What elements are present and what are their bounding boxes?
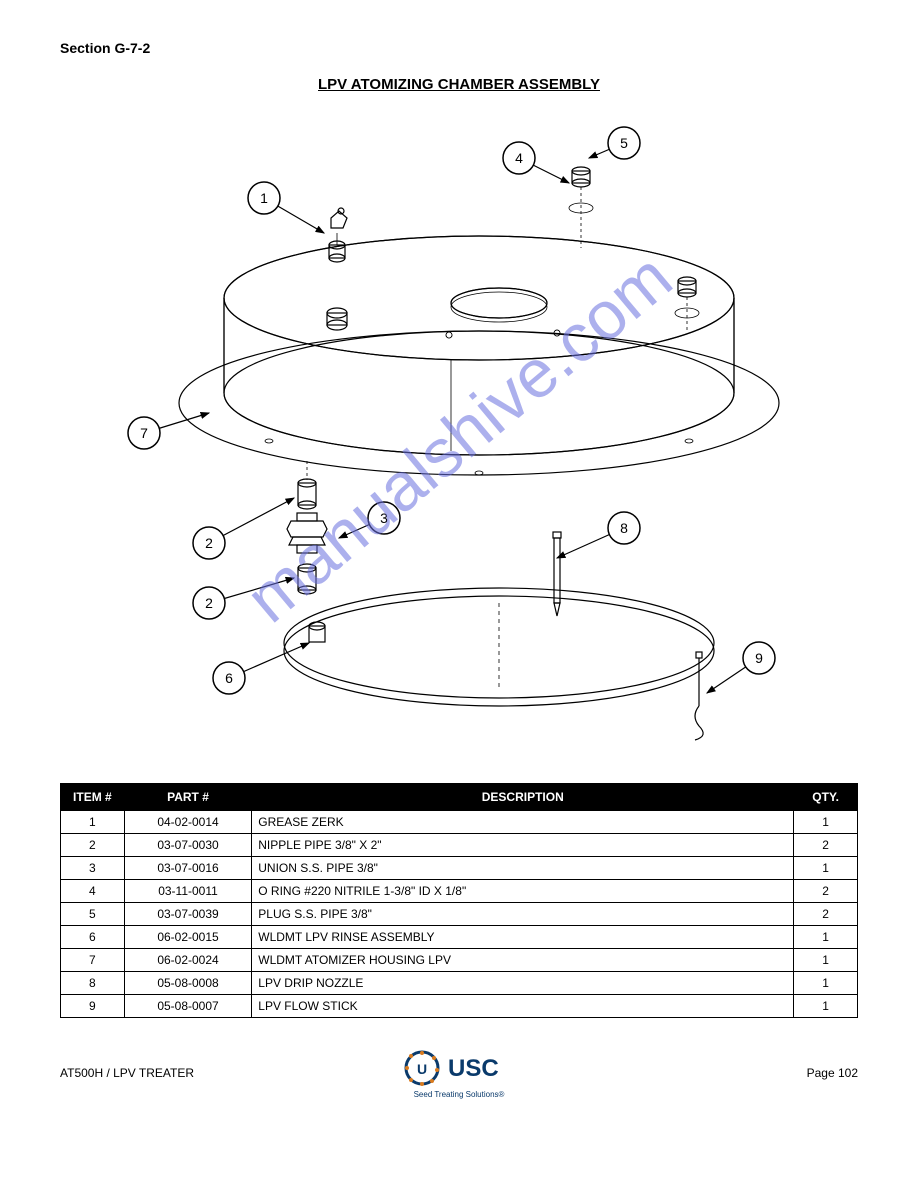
table-row: 805-08-0008LPV DRIP NOZZLE1 bbox=[61, 972, 858, 995]
table-cell: 03-07-0016 bbox=[124, 857, 252, 880]
table-cell: 2 bbox=[61, 834, 125, 857]
table-cell: 05-08-0007 bbox=[124, 995, 252, 1018]
svg-text:2: 2 bbox=[205, 595, 213, 611]
table-row: 203-07-0030NIPPLE PIPE 3/8" X 2"2 bbox=[61, 834, 858, 857]
table-cell: 3 bbox=[61, 857, 125, 880]
page-number: Page 102 bbox=[807, 1066, 858, 1080]
table-cell: WLDMT ATOMIZER HOUSING LPV bbox=[252, 949, 794, 972]
svg-text:2: 2 bbox=[205, 535, 213, 551]
diagram-svg: 4 5 1 7 2 3 2 6 8 9 bbox=[79, 103, 839, 773]
table-row: 503-07-0039PLUG S.S. PIPE 3/8"2 bbox=[61, 903, 858, 926]
table-cell: 2 bbox=[794, 903, 858, 926]
usc-logo: U USC Seed Treating Solutions® bbox=[404, 1048, 514, 1099]
table-cell: 06-02-0015 bbox=[124, 926, 252, 949]
footer-left-text: AT500H / LPV TREATER bbox=[60, 1066, 194, 1080]
svg-text:7: 7 bbox=[140, 425, 148, 441]
parts-table: ITEM # PART # DESCRIPTION QTY. 104-02-00… bbox=[60, 783, 858, 1018]
table-cell: 06-02-0024 bbox=[124, 949, 252, 972]
table-cell: 5 bbox=[61, 903, 125, 926]
page-footer: AT500H / LPV TREATER U USC Seed Treating… bbox=[60, 1048, 858, 1102]
rinse-ring bbox=[284, 588, 714, 706]
assembly-title: LPV ATOMIZING CHAMBER ASSEMBLY bbox=[60, 76, 858, 93]
table-cell: 1 bbox=[794, 995, 858, 1018]
svg-text:USC: USC bbox=[448, 1055, 499, 1082]
table-cell: 04-02-0014 bbox=[124, 811, 252, 834]
exploded-diagram: manualshive.com bbox=[79, 103, 839, 773]
table-cell: O RING #220 NITRILE 1-3/8" ID X 1/8" bbox=[252, 880, 794, 903]
table-cell: GREASE ZERK bbox=[252, 811, 794, 834]
section-label: Section G-7-2 bbox=[60, 40, 858, 56]
callouts-group: 4 5 1 7 2 3 2 6 8 9 bbox=[128, 127, 775, 694]
page-header: Section G-7-2 bbox=[60, 40, 858, 56]
table-cell: 8 bbox=[61, 972, 125, 995]
table-cell: 03-07-0030 bbox=[124, 834, 252, 857]
nipple-union-stack bbox=[287, 479, 327, 594]
svg-text:8: 8 bbox=[620, 520, 628, 536]
logo-tagline: Seed Treating Solutions® bbox=[404, 1090, 514, 1099]
svg-text:U: U bbox=[417, 1061, 427, 1077]
svg-text:3: 3 bbox=[380, 510, 388, 526]
table-row: 606-02-0015WLDMT LPV RINSE ASSEMBLY1 bbox=[61, 926, 858, 949]
svg-text:4: 4 bbox=[515, 150, 523, 166]
col-desc-header: DESCRIPTION bbox=[252, 784, 794, 811]
table-cell: 1 bbox=[61, 811, 125, 834]
table-cell: 1 bbox=[794, 857, 858, 880]
svg-text:9: 9 bbox=[755, 650, 763, 666]
drip-nozzle bbox=[553, 532, 561, 616]
table-cell: 1 bbox=[794, 926, 858, 949]
table-cell: 6 bbox=[61, 926, 125, 949]
table-cell: 2 bbox=[794, 834, 858, 857]
table-cell: UNION S.S. PIPE 3/8" bbox=[252, 857, 794, 880]
table-cell: 03-07-0039 bbox=[124, 903, 252, 926]
parts-table-header-row: ITEM # PART # DESCRIPTION QTY. bbox=[61, 784, 858, 811]
table-cell: 1 bbox=[794, 949, 858, 972]
usc-logo-svg: U USC bbox=[404, 1048, 514, 1088]
table-cell: PLUG S.S. PIPE 3/8" bbox=[252, 903, 794, 926]
table-row: 905-08-0007LPV FLOW STICK1 bbox=[61, 995, 858, 1018]
table-cell: WLDMT LPV RINSE ASSEMBLY bbox=[252, 926, 794, 949]
col-item-header: ITEM # bbox=[61, 784, 125, 811]
table-cell: 03-11-0011 bbox=[124, 880, 252, 903]
table-row: 706-02-0024WLDMT ATOMIZER HOUSING LPV1 bbox=[61, 949, 858, 972]
table-cell: NIPPLE PIPE 3/8" X 2" bbox=[252, 834, 794, 857]
table-cell: 05-08-0008 bbox=[124, 972, 252, 995]
table-cell: 7 bbox=[61, 949, 125, 972]
table-row: 403-11-0011O RING #220 NITRILE 1-3/8" ID… bbox=[61, 880, 858, 903]
table-cell: LPV FLOW STICK bbox=[252, 995, 794, 1018]
table-cell: 9 bbox=[61, 995, 125, 1018]
table-cell: 1 bbox=[794, 972, 858, 995]
svg-text:1: 1 bbox=[260, 190, 268, 206]
table-row: 303-07-0016UNION S.S. PIPE 3/8"1 bbox=[61, 857, 858, 880]
table-row: 104-02-0014GREASE ZERK1 bbox=[61, 811, 858, 834]
col-part-header: PART # bbox=[124, 784, 252, 811]
table-cell: 1 bbox=[794, 811, 858, 834]
table-cell: 2 bbox=[794, 880, 858, 903]
table-cell: LPV DRIP NOZZLE bbox=[252, 972, 794, 995]
svg-text:5: 5 bbox=[620, 135, 628, 151]
table-cell: 4 bbox=[61, 880, 125, 903]
col-qty-header: QTY. bbox=[794, 784, 858, 811]
svg-text:6: 6 bbox=[225, 670, 233, 686]
